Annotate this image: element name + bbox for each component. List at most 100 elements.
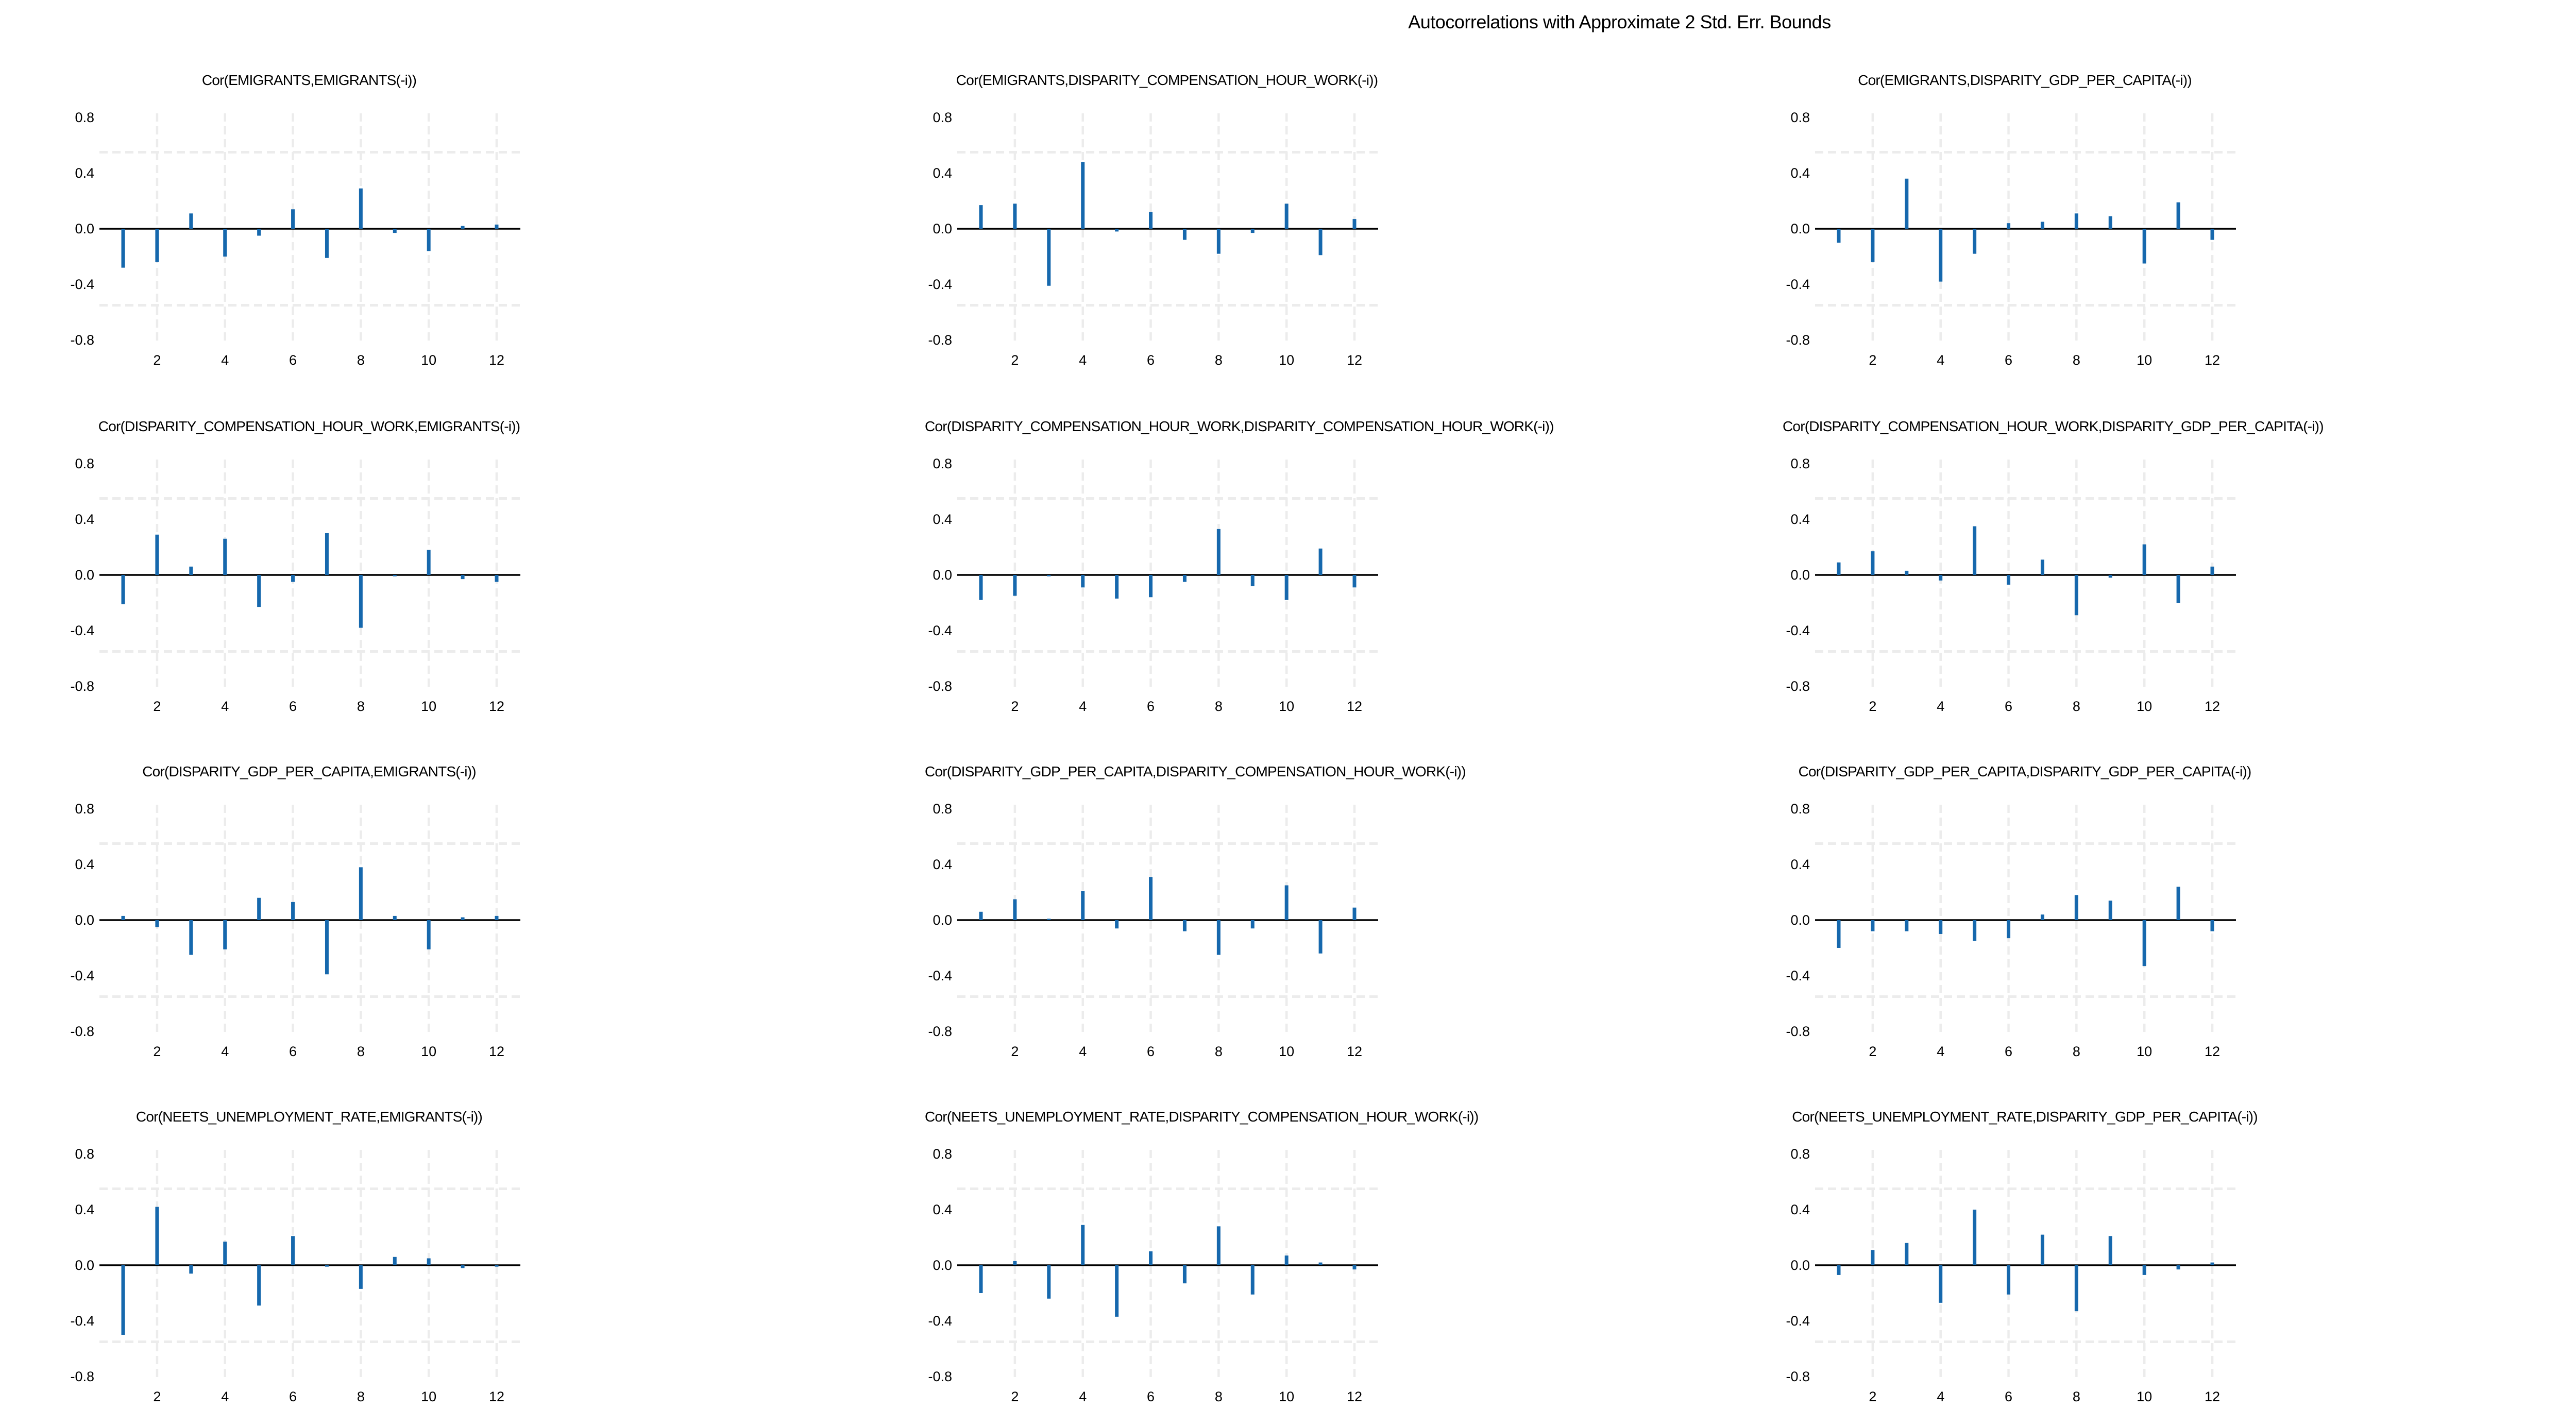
y-tick-label: -0.4 — [70, 623, 94, 638]
y-tick-label: 0.8 — [933, 801, 952, 817]
y-tick-label: 0.4 — [1790, 857, 1810, 872]
x-tick-label: 8 — [2073, 1389, 2080, 1404]
y-tick-label: 0.8 — [1790, 1146, 1810, 1162]
x-tick-label: 2 — [1869, 1389, 1876, 1404]
subplot-title: Cor(EMIGRANTS,DISPARITY_COMPENSATION_HOU… — [956, 72, 1378, 88]
x-tick-label: 6 — [289, 1389, 297, 1404]
x-tick-label: 12 — [1347, 699, 1362, 714]
y-tick-label: -0.8 — [928, 678, 952, 694]
x-tick-label: 12 — [1347, 1389, 1362, 1404]
x-tick-label: 2 — [1869, 699, 1876, 714]
y-tick-label: 0.4 — [933, 512, 952, 527]
x-tick-label: 2 — [153, 699, 161, 714]
x-tick-label: 12 — [1347, 352, 1362, 368]
subplot-title: Cor(DISPARITY_COMPENSATION_HOUR_WORK,EMI… — [98, 418, 520, 434]
x-tick-label: 2 — [1011, 699, 1019, 714]
x-tick-label: 8 — [1215, 1044, 1223, 1059]
x-tick-label: 4 — [1937, 1044, 1944, 1059]
x-tick-label: 2 — [153, 352, 161, 368]
y-tick-label: 0.0 — [933, 221, 952, 236]
subplot-neets_unemployment_rate-x-disparity_compensation_hour_work: Cor(NEETS_UNEMPLOYMENT_RATE,DISPARITY_CO… — [925, 1109, 1479, 1420]
x-tick-label: 4 — [1079, 699, 1087, 714]
autocorrelation-plot: 0.8 0.4 0.0 -0.4 -0.8 2 4 6 8 10 12 — [70, 110, 520, 368]
y-tick-label: 0.0 — [75, 912, 94, 928]
x-tick-label: 6 — [289, 352, 297, 368]
subplot-title: Cor(EMIGRANTS,EMIGRANTS(-i)) — [201, 72, 417, 88]
subplot-title: Cor(DISPARITY_GDP_PER_CAPITA,DISPARITY_G… — [1798, 763, 2252, 779]
subplot-emigrants-x-disparity_gdp_per_capita: Cor(EMIGRANTS,DISPARITY_GDP_PER_CAPITA(-… — [1783, 72, 2267, 383]
y-tick-label: -0.4 — [1786, 277, 1810, 292]
y-tick-label: 0.8 — [75, 1146, 94, 1162]
x-tick-label: 12 — [489, 699, 504, 714]
subplot-title: Cor(DISPARITY_COMPENSATION_HOUR_WORK,DIS… — [925, 418, 1554, 434]
y-tick-label: -0.4 — [928, 968, 952, 983]
subplot-title: Cor(DISPARITY_GDP_PER_CAPITA,DISPARITY_C… — [925, 763, 1466, 779]
y-tick-label: 0.8 — [75, 801, 94, 817]
x-tick-label: 2 — [1869, 1044, 1876, 1059]
y-tick-label: 0.4 — [933, 165, 952, 181]
x-tick-label: 6 — [2005, 352, 2012, 368]
subplot-title: Cor(NEETS_UNEMPLOYMENT_RATE,DISPARITY_CO… — [925, 1109, 1479, 1125]
y-tick-label: 0.0 — [75, 1258, 94, 1273]
subplot-neets_unemployment_rate-x-emigrants: Cor(NEETS_UNEMPLOYMENT_RATE,EMIGRANTS(-i… — [67, 1109, 551, 1420]
y-tick-label: -0.8 — [1786, 1024, 1810, 1039]
y-tick-label: -0.4 — [1786, 623, 1810, 638]
y-tick-label: -0.8 — [928, 1024, 952, 1039]
y-tick-label: 0.8 — [933, 1146, 952, 1162]
y-tick-label: 0.0 — [933, 912, 952, 928]
x-tick-label: 4 — [1079, 1389, 1087, 1404]
y-tick-label: -0.8 — [1786, 1369, 1810, 1384]
y-tick-label: 0.0 — [75, 221, 94, 236]
x-tick-label: 4 — [221, 352, 229, 368]
y-tick-label: -0.4 — [70, 277, 94, 292]
y-tick-label: 0.4 — [1790, 165, 1810, 181]
autocorrelation-plot: 0.8 0.4 0.0 -0.4 -0.8 2 4 6 8 10 12 — [70, 456, 520, 714]
y-tick-label: 0.0 — [1790, 1258, 1810, 1273]
y-tick-label: -0.8 — [928, 1369, 952, 1384]
autocorrelation-plot: 0.8 0.4 0.0 -0.4 -0.8 2 4 6 8 10 12 — [70, 1146, 520, 1404]
x-tick-label: 2 — [153, 1044, 161, 1059]
x-tick-label: 10 — [1279, 1389, 1294, 1404]
y-tick-label: 0.4 — [1790, 512, 1810, 527]
y-tick-label: 0.8 — [933, 456, 952, 471]
x-tick-label: 8 — [2073, 352, 2080, 368]
x-tick-label: 8 — [357, 1389, 365, 1404]
autocorrelation-plot: 0.8 0.4 0.0 -0.4 -0.8 2 4 6 8 10 12 — [1786, 456, 2236, 714]
y-tick-label: -0.8 — [70, 1024, 94, 1039]
x-tick-label: 12 — [2205, 352, 2220, 368]
x-tick-label: 4 — [221, 1044, 229, 1059]
x-tick-label: 6 — [2005, 1044, 2012, 1059]
autocorrelation-plot: 0.8 0.4 0.0 -0.4 -0.8 2 4 6 8 10 12 — [928, 1146, 1378, 1404]
subplot-disparity_compensation_hour_work-x-disparity_compensation_hour_work: Cor(DISPARITY_COMPENSATION_HOUR_WORK,DIS… — [925, 418, 1554, 729]
x-tick-label: 12 — [489, 352, 504, 368]
x-tick-label: 4 — [1079, 1044, 1087, 1059]
y-tick-label: -0.4 — [928, 1313, 952, 1329]
autocorrelation-plot: 0.8 0.4 0.0 -0.4 -0.8 2 4 6 8 10 12 — [928, 456, 1378, 714]
subplot-disparity_gdp_per_capita-x-disparity_compensation_hour_work: Cor(DISPARITY_GDP_PER_CAPITA,DISPARITY_C… — [925, 763, 1466, 1075]
x-tick-label: 10 — [421, 1389, 436, 1404]
y-tick-label: 0.8 — [1790, 456, 1810, 471]
x-tick-label: 2 — [1011, 352, 1019, 368]
y-tick-label: 0.0 — [1790, 221, 1810, 236]
x-tick-label: 12 — [2205, 1044, 2220, 1059]
subplot-disparity_gdp_per_capita-x-disparity_gdp_per_capita: Cor(DISPARITY_GDP_PER_CAPITA,DISPARITY_G… — [1783, 763, 2267, 1075]
x-tick-label: 6 — [289, 1044, 297, 1059]
y-tick-label: 0.4 — [75, 857, 94, 872]
autocorrelation-plot: 0.8 0.4 0.0 -0.4 -0.8 2 4 6 8 10 12 — [70, 801, 520, 1059]
subplot-disparity_gdp_per_capita-x-emigrants: Cor(DISPARITY_GDP_PER_CAPITA,EMIGRANTS(-… — [67, 763, 551, 1075]
y-tick-label: 0.0 — [75, 567, 94, 583]
subplot-emigrants-x-disparity_compensation_hour_work: Cor(EMIGRANTS,DISPARITY_COMPENSATION_HOU… — [925, 72, 1409, 383]
x-tick-label: 8 — [1215, 352, 1223, 368]
x-tick-label: 10 — [2137, 699, 2152, 714]
subplot-neets_unemployment_rate-x-disparity_gdp_per_capita: Cor(NEETS_UNEMPLOYMENT_RATE,DISPARITY_GD… — [1783, 1109, 2267, 1420]
y-tick-label: 0.8 — [1790, 110, 1810, 125]
autocorrelation-plot: 0.8 0.4 0.0 -0.4 -0.8 2 4 6 8 10 12 — [928, 801, 1378, 1059]
subplot-title: Cor(DISPARITY_COMPENSATION_HOUR_WORK,DIS… — [1783, 418, 2324, 434]
x-tick-label: 2 — [1011, 1389, 1019, 1404]
x-tick-label: 12 — [2205, 699, 2220, 714]
y-tick-label: 0.4 — [75, 512, 94, 527]
autocorrelation-plot: 0.8 0.4 0.0 -0.4 -0.8 2 4 6 8 10 12 — [1786, 110, 2236, 368]
x-tick-label: 2 — [1869, 352, 1876, 368]
x-tick-label: 12 — [489, 1044, 504, 1059]
y-tick-label: 0.0 — [1790, 567, 1810, 583]
